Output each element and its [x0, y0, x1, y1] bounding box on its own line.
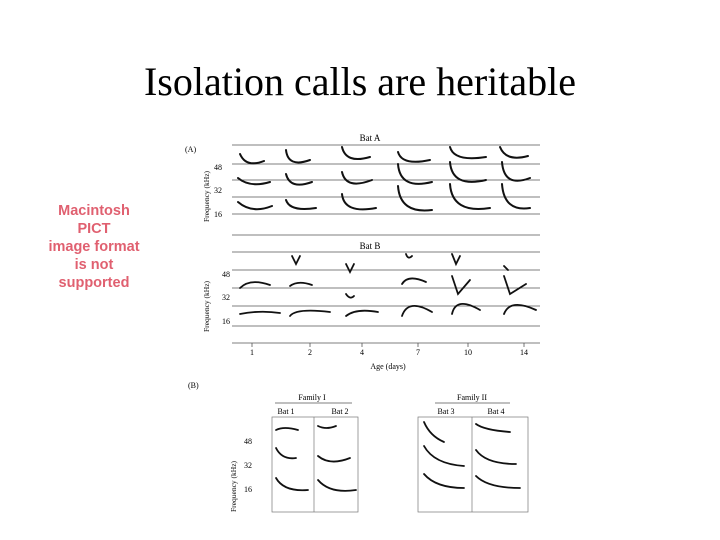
x-axis-label: Age (days) [370, 362, 406, 371]
bat-3-label: Bat 3 [437, 407, 454, 416]
bat-b-grid [232, 251, 540, 344]
x-tick-7: 7 [416, 348, 420, 357]
unsupported-image-placeholder: Macintosh PICT image format is not suppo… [40, 202, 148, 292]
x-tick-14: 14 [520, 348, 528, 357]
panel-b-tick-32: 32 [244, 461, 252, 470]
family-2-label: Family II [457, 393, 487, 402]
panel-b-tick-16: 16 [244, 485, 252, 494]
placeholder-line: is not supported [58, 257, 130, 291]
bat-b-calls [239, 253, 537, 317]
bat-a-tick-16: 16 [214, 210, 222, 219]
x-tick-2: 2 [308, 348, 312, 357]
panel-a-tag: (A) [185, 145, 196, 154]
family-2-spectrogram-frame [417, 416, 529, 513]
bat-a-title: Bat A [360, 133, 381, 143]
bat-a-tick-48: 48 [214, 163, 222, 172]
bat-a-y-label: Frequency (kHz) [202, 170, 211, 222]
bat-a-calls [237, 146, 531, 212]
bat-1-label: Bat 1 [277, 407, 294, 416]
bat-b-y-label: Frequency (kHz) [202, 280, 211, 332]
bat-a-grid [232, 144, 540, 236]
family-1-spectrogram-frame [271, 416, 359, 513]
placeholder-line: image format [48, 239, 140, 255]
bat-a-tick-32: 32 [214, 186, 222, 195]
bat-b-tick-16: 16 [222, 317, 230, 326]
slide-title: Isolation calls are heritable [143, 59, 577, 104]
spectrogram-figure-svg: (A) Bat A 48 32 16 Frequency (kHz) [185, 133, 540, 513]
x-tick-4: 4 [360, 348, 364, 357]
bat-b-title: Bat B [360, 241, 381, 251]
family-calls [275, 421, 521, 492]
bat-2-label: Bat 2 [331, 407, 348, 416]
bat-4-label: Bat 4 [487, 407, 504, 416]
placeholder-line: Macintosh PICT [58, 203, 130, 237]
bat-b-tick-32: 32 [222, 293, 230, 302]
panel-b-y-label: Frequency (kHz) [229, 460, 238, 512]
bat-b-tick-48: 48 [222, 270, 230, 279]
bat-b-x-ticks [251, 343, 525, 347]
family-1-label: Family I [298, 393, 326, 402]
spectrogram-figure: (A) Bat A 48 32 16 Frequency (kHz) [180, 130, 560, 520]
x-tick-10: 10 [464, 348, 472, 357]
x-tick-1: 1 [250, 348, 254, 357]
panel-b-tick-48: 48 [244, 437, 252, 446]
panel-b-tag: (B) [188, 381, 199, 390]
